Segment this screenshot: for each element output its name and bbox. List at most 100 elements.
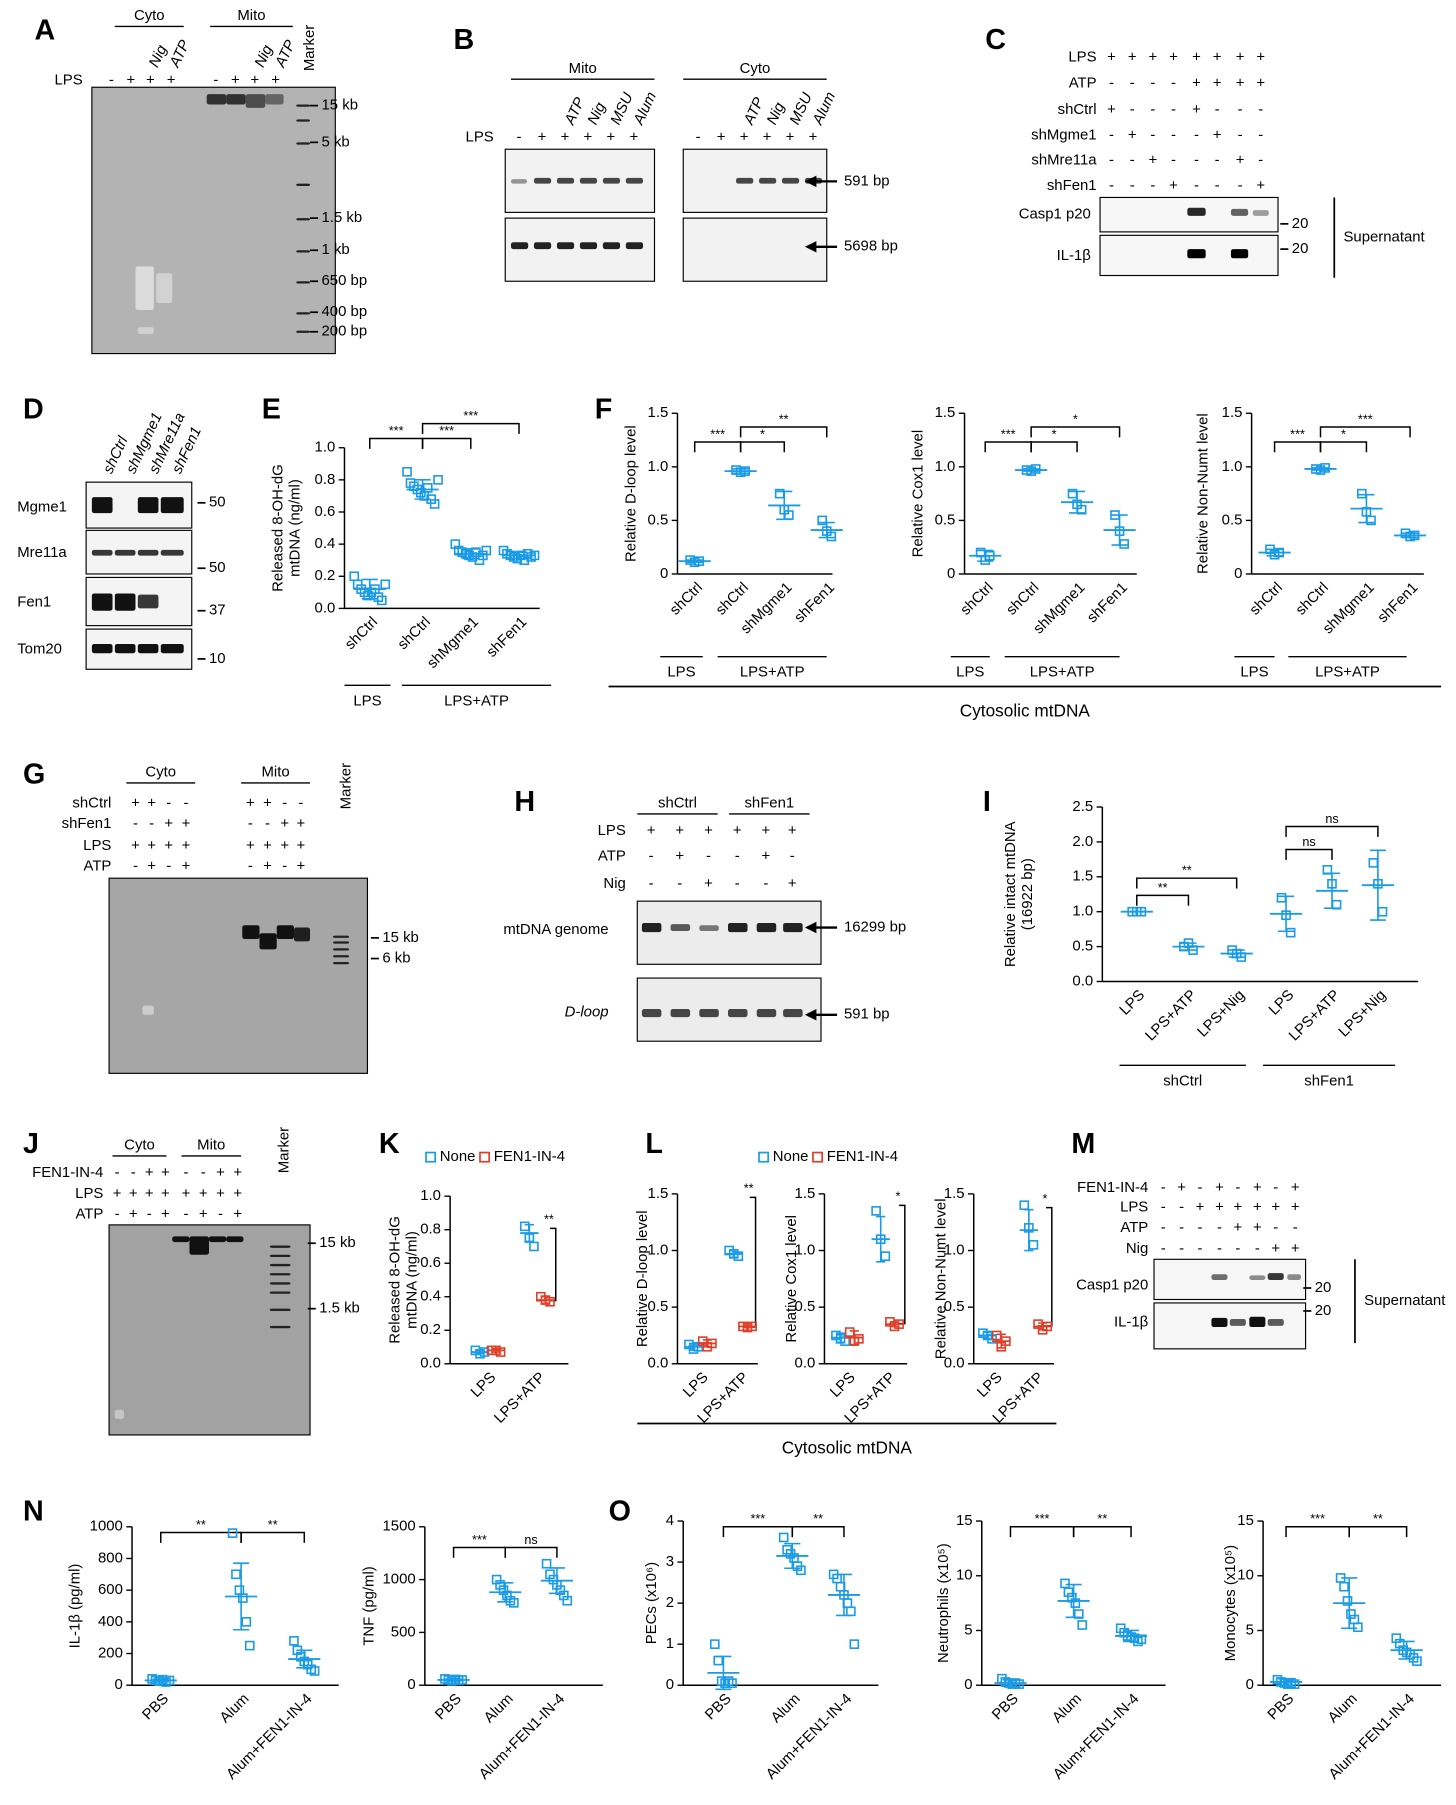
- sign: +: [1192, 75, 1201, 92]
- sig-bracket: [240, 1531, 306, 1543]
- group-label: LPS: [353, 692, 381, 709]
- sign: +: [263, 858, 272, 875]
- x-tick-label: LPS+ATP: [1142, 987, 1200, 1045]
- size-label: 1.5 kb: [319, 1300, 360, 1317]
- error-bar: [702, 1339, 712, 1348]
- sign: +: [251, 71, 260, 88]
- sig-label: *: [895, 1190, 900, 1204]
- band: [759, 177, 777, 184]
- sign: +: [740, 129, 749, 146]
- panel-letter: M: [1071, 1128, 1095, 1160]
- band: [670, 1009, 691, 1018]
- row-label: shMre11a: [1031, 152, 1097, 169]
- band: [137, 549, 159, 556]
- data-point: [1285, 927, 1296, 938]
- error-bar: [818, 521, 835, 539]
- lane-label: Alum: [630, 89, 660, 128]
- x-tick-label: shCtrl: [666, 579, 706, 619]
- x-tick-label: shCtrl: [394, 613, 434, 653]
- side-label: Supernatant: [1343, 229, 1425, 246]
- lane-label: ATP: [166, 37, 194, 70]
- size-label: 650 bp: [322, 272, 368, 289]
- side-label: Supernatant: [1364, 1292, 1446, 1309]
- data-point: [1014, 1679, 1024, 1689]
- data-point: [1353, 1622, 1363, 1633]
- error-bar: [296, 1649, 313, 1669]
- sign: +: [131, 795, 140, 812]
- sig-label: **: [1373, 1512, 1383, 1526]
- sig-bracket: [1009, 1526, 1075, 1538]
- sign: +: [199, 1185, 208, 1202]
- sign: +: [147, 795, 156, 812]
- sign: +: [704, 822, 713, 839]
- band: [296, 119, 311, 122]
- y-tick-label: 5: [964, 1621, 972, 1638]
- sign: +: [1213, 48, 1222, 65]
- x-tick-label: LPS+Nig: [1335, 987, 1389, 1041]
- sign: -: [735, 875, 740, 892]
- sig-bracket: [1348, 1526, 1408, 1538]
- sign: -: [1258, 101, 1263, 118]
- sign: -: [218, 1205, 223, 1222]
- y-tick-label: 0.0: [1072, 972, 1093, 989]
- x-tick-label: Alum: [768, 1690, 804, 1726]
- error-bar: [548, 1567, 565, 1595]
- sig-label: **: [1097, 1512, 1107, 1526]
- y-tick-label: 1.5: [648, 1185, 669, 1202]
- group-label: LPS: [667, 664, 695, 681]
- sign: +: [129, 1185, 138, 1202]
- error-bar: [715, 1655, 732, 1691]
- sign: -: [1109, 75, 1114, 92]
- data-point: [519, 1221, 530, 1232]
- panel-letter: F: [595, 394, 613, 426]
- data-point: [380, 579, 391, 590]
- sig-label: ***: [1290, 427, 1305, 441]
- y-tick-label: 0.5: [1222, 511, 1243, 528]
- y-tick-label: 1.0: [1222, 458, 1243, 475]
- data-point: [1019, 1200, 1030, 1211]
- row-label: shMgme1: [1031, 126, 1096, 143]
- sign: -: [517, 129, 522, 146]
- data-point: [1368, 858, 1379, 868]
- data-point: [376, 595, 387, 606]
- error-bar: [1111, 514, 1128, 546]
- data-point: [817, 515, 827, 526]
- sign: +: [146, 71, 155, 88]
- data-point: [1412, 1656, 1422, 1666]
- x-tick-label: Alum: [1049, 1690, 1085, 1726]
- sign: -: [1258, 152, 1263, 169]
- band: [332, 955, 350, 958]
- sign: -: [1150, 177, 1155, 194]
- sign: +: [675, 847, 684, 864]
- sig-bracket: [1285, 848, 1333, 860]
- data-point: [429, 499, 440, 509]
- sign: -: [213, 71, 218, 88]
- row-label: LPS: [1068, 48, 1096, 65]
- error-bar: [1023, 468, 1040, 472]
- band: [142, 1005, 154, 1015]
- data-point: [1357, 488, 1367, 499]
- gel-image: [636, 900, 822, 965]
- data-point: [796, 1565, 806, 1576]
- band: [1287, 1274, 1301, 1280]
- error-bar: [776, 490, 793, 521]
- error-bar: [889, 1321, 900, 1328]
- row-label: ATP: [75, 1205, 103, 1222]
- band: [160, 497, 184, 514]
- error-bar: [688, 1342, 699, 1351]
- sig-bracket: [739, 441, 786, 453]
- data-point: [1119, 539, 1129, 549]
- row-label: LPS: [1120, 1199, 1148, 1216]
- sign: +: [147, 837, 156, 854]
- x-tick-label: shCtrl: [957, 579, 997, 619]
- band: [276, 925, 294, 940]
- lane-label: Alum: [809, 89, 839, 128]
- row-label: shCtrl: [72, 795, 111, 812]
- sign: -: [1161, 1199, 1166, 1216]
- lane-label: Nig: [251, 42, 276, 70]
- sign: -: [1235, 1179, 1240, 1196]
- band: [332, 935, 350, 938]
- x-tick-label: LPS: [827, 1369, 859, 1401]
- x-tick-label: shCtrl: [1246, 579, 1286, 619]
